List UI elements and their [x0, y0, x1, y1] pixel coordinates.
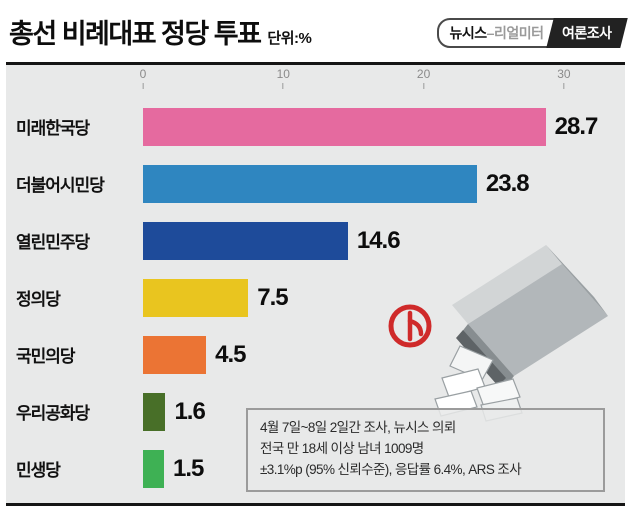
bar-row: 열린민주당 14.6 — [16, 212, 613, 269]
party-label: 미래한국당 — [16, 119, 90, 138]
survey-note-line: 전국 만 18세 이상 남녀 1009명 — [260, 441, 424, 457]
bar-track: 1.6 — [143, 392, 613, 431]
bar — [143, 164, 477, 203]
poll-tag-label: 여론조사 — [562, 25, 612, 41]
survey-note-line: ±3.1%p (95% 신뢰수준), 응답률 6.4%, ARS 조사 — [260, 462, 522, 478]
party-label: 민생당 — [16, 461, 61, 480]
bar-row: 더불어시민당 23.8 — [16, 155, 613, 212]
party-label: 더불어시민당 — [16, 176, 105, 195]
bar — [143, 278, 249, 317]
party-label: 정의당 — [16, 290, 61, 309]
source-pill: 뉴시스–리얼미터 — [436, 18, 572, 48]
axis-tick: 30 — [557, 68, 571, 89]
bar-track: 28.7 — [143, 107, 613, 146]
header: 총선 비례대표 정당 투표 단위:% 뉴시스–리얼미터 여론조사 — [0, 0, 631, 62]
value-label: 28.7 — [554, 112, 599, 140]
unit-label: 단위:% — [267, 30, 312, 47]
bar — [143, 335, 207, 374]
survey-note-line: 4월 7일~8일 2일간 조사, 뉴시스 의뢰 — [260, 420, 456, 436]
bar-row: 우리공화당 1.6 — [16, 383, 613, 440]
page-title: 총선 비례대표 정당 투표 단위:% — [9, 12, 312, 51]
title-main: 비례대표 정당 — [61, 19, 210, 49]
ballot-papers-icon — [434, 345, 523, 422]
bar-row: 정의당 7.5 — [16, 269, 613, 326]
bar-row: 미래한국당 28.7 — [16, 98, 613, 155]
vote-stamp-icon — [388, 304, 432, 348]
bar — [143, 449, 165, 488]
value-label: 1.5 — [173, 454, 204, 482]
value-label: 7.5 — [257, 283, 288, 311]
bar-row: 민생당 1.5 — [16, 440, 613, 497]
bar-track: 1.5 — [143, 449, 613, 488]
title-suffix: 투표 — [207, 19, 262, 49]
source-name: 뉴시스 — [449, 25, 488, 41]
bar — [143, 107, 546, 146]
bar-track: 23.8 — [143, 164, 613, 203]
party-label: 우리공화당 — [16, 404, 90, 423]
source-partner: –리얼미터 — [486, 25, 544, 41]
axis-tick: 0 — [140, 68, 146, 89]
bar-track: 14.6 — [143, 221, 613, 260]
value-label: 4.5 — [215, 340, 246, 368]
bar-row: 국민의당 4.5 — [16, 326, 613, 383]
bar — [143, 392, 166, 431]
party-label: 열린민주당 — [16, 233, 90, 252]
axis-tick: 10 — [277, 68, 290, 89]
value-label: 1.6 — [174, 397, 205, 425]
value-label: 14.6 — [356, 226, 401, 254]
poll-tag: 여론조사 — [547, 19, 627, 47]
bar-rows: 미래한국당 28.7 더불어시민당 23.8 열린민주당 14.6 정의당 7.5 국민의당 4.… — [16, 98, 613, 497]
title-prefix: 총선 — [9, 19, 62, 49]
x-axis: 0 10 20 30 — [140, 68, 613, 94]
value-label: 23.8 — [485, 169, 530, 197]
bar-track: 4.5 — [143, 335, 613, 374]
source-badge: 뉴시스–리얼미터 여론조사 — [436, 18, 627, 48]
bar — [143, 221, 348, 260]
bar-chart-panel: 0 10 20 30 미래한국당 28.7 더불어시민당 23.8 열린민주당 14.6 정의당 7… — [6, 62, 625, 506]
axis-tick: 20 — [417, 68, 430, 89]
bar-track: 7.5 — [143, 278, 613, 317]
party-label: 국민의당 — [16, 347, 76, 366]
ballot-box-illustration — [388, 245, 608, 422]
